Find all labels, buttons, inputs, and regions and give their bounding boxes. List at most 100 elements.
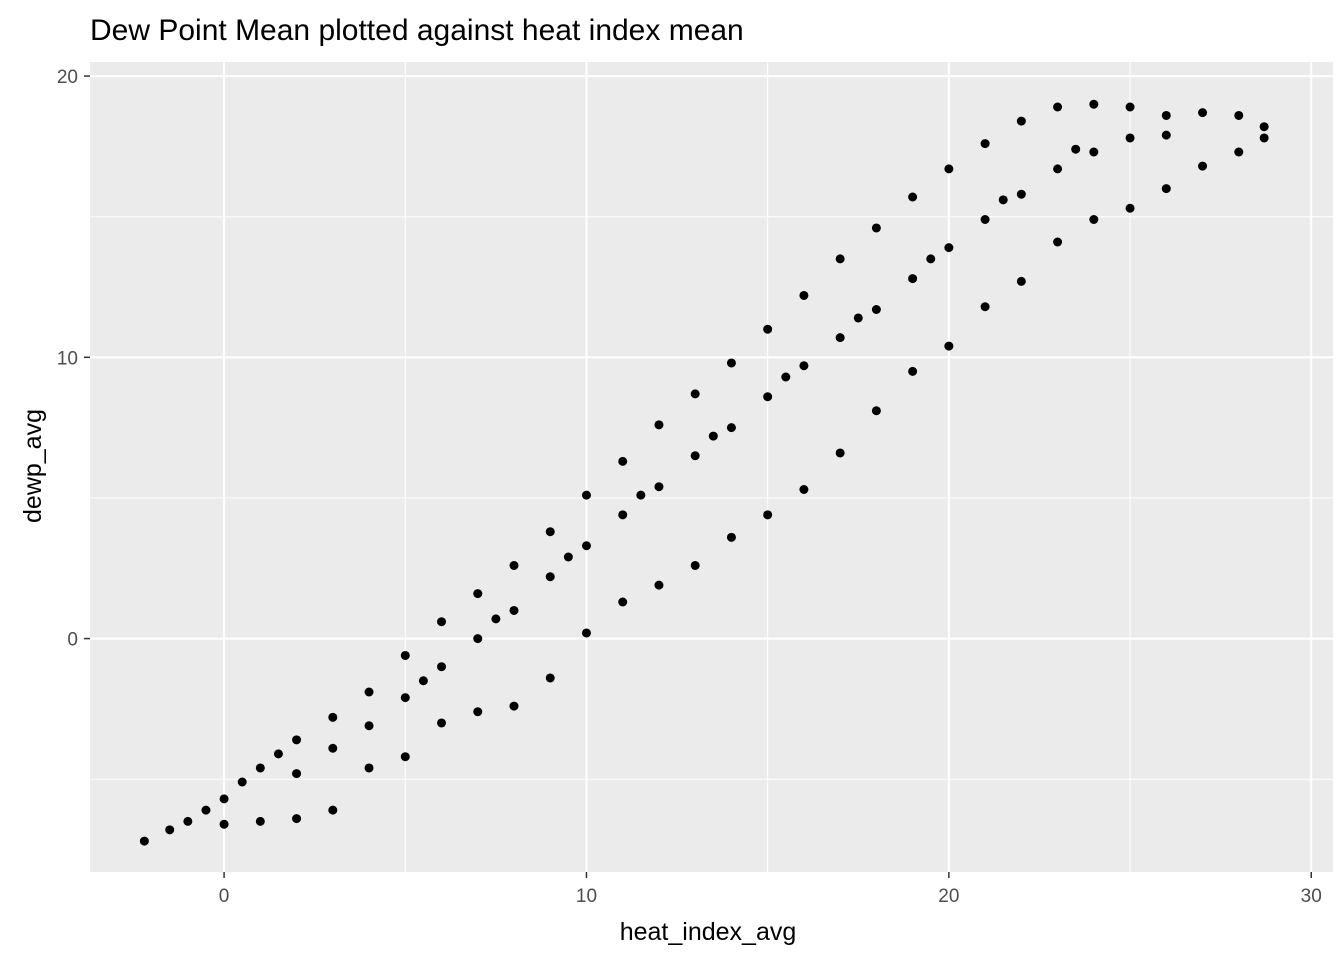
data-point: [1234, 147, 1244, 157]
data-point: [690, 451, 700, 461]
data-point: [1016, 116, 1026, 126]
data-point: [219, 794, 229, 804]
data-point: [1089, 215, 1099, 224]
data-point: [1125, 133, 1135, 143]
data-point: [545, 572, 555, 582]
data-point: [545, 673, 555, 683]
data-point: [1234, 110, 1244, 120]
data-point: [255, 763, 265, 773]
y-axis-title: dewp_avg: [19, 409, 47, 523]
y-tick-label: 0: [67, 630, 78, 651]
data-point: [328, 712, 338, 722]
data-point: [980, 215, 990, 224]
data-point: [328, 743, 338, 753]
data-point: [690, 560, 700, 570]
data-point: [328, 805, 338, 815]
data-point: [364, 763, 374, 773]
data-point: [165, 825, 175, 835]
data-point: [835, 448, 845, 458]
data-point: [944, 341, 954, 351]
data-point: [563, 552, 573, 562]
data-point: [473, 634, 483, 644]
data-point: [636, 490, 646, 500]
data-point: [690, 389, 700, 399]
data-point: [1161, 130, 1171, 140]
data-point: [1259, 133, 1269, 143]
data-point: [1198, 161, 1208, 171]
data-point: [292, 814, 302, 824]
data-point: [581, 628, 591, 638]
data-point: [853, 313, 863, 323]
data-point: [1071, 144, 1081, 154]
data-point: [763, 324, 773, 334]
data-point: [1053, 102, 1063, 112]
data-point: [437, 718, 447, 728]
major-gridlines: [90, 62, 1333, 872]
data-point: [944, 164, 954, 174]
data-point: [1053, 164, 1063, 174]
data-point: [400, 650, 410, 660]
data-point: [799, 290, 809, 300]
data-point: [908, 192, 918, 202]
y-axis: 0 10 20: [57, 67, 90, 651]
data-point: [292, 769, 302, 779]
data-point: [871, 223, 881, 233]
data-point: [400, 693, 410, 703]
data-point: [273, 749, 283, 759]
data-point: [237, 777, 247, 787]
data-point: [618, 456, 628, 466]
data-point: [183, 816, 193, 826]
data-point: [201, 805, 211, 815]
data-point: [871, 406, 881, 416]
data-point: [1089, 99, 1099, 109]
data-point: [219, 819, 229, 829]
data-point: [980, 139, 990, 149]
data-point: [292, 735, 302, 745]
minor-gridlines: [90, 62, 1333, 872]
data-point: [1259, 122, 1269, 132]
data-point: [473, 589, 483, 599]
data-point: [708, 431, 718, 441]
data-point: [799, 485, 809, 494]
data-point: [654, 482, 664, 492]
data-point: [1125, 203, 1135, 213]
data-point: [1016, 189, 1026, 199]
chart-title: Dew Point Mean plotted against heat inde…: [90, 14, 744, 47]
data-point: [726, 423, 736, 433]
data-point: [763, 510, 773, 520]
data-point: [1161, 184, 1171, 194]
data-point: [998, 195, 1008, 205]
data-point: [509, 605, 519, 615]
data-point: [781, 372, 791, 382]
x-tick-label: 0: [219, 886, 230, 907]
data-point: [944, 243, 954, 253]
data-point: [763, 392, 773, 402]
data-point: [1016, 276, 1026, 286]
data-point: [545, 527, 555, 537]
data-point: [1125, 102, 1135, 112]
data-point: [618, 597, 628, 607]
data-point: [437, 662, 447, 672]
data-point: [581, 541, 591, 551]
y-tick-label: 20: [57, 67, 78, 88]
data-point: [509, 701, 519, 711]
data-point: [400, 752, 410, 762]
data-point: [618, 510, 628, 520]
data-point: [364, 687, 374, 697]
x-tick-label: 30: [1301, 886, 1322, 907]
data-point: [1089, 147, 1099, 157]
data-point: [139, 836, 149, 846]
y-tick-label: 10: [57, 348, 78, 369]
data-point: [980, 302, 990, 312]
x-axis-title: heat_index_avg: [620, 918, 797, 946]
data-point: [908, 366, 918, 376]
data-point: [871, 305, 881, 314]
data-point: [437, 617, 447, 627]
data-point: [908, 274, 918, 284]
data-point: [1161, 110, 1171, 120]
data-point: [835, 333, 845, 343]
data-point: [473, 707, 483, 717]
data-point: [654, 580, 664, 590]
data-point: [1198, 108, 1208, 118]
